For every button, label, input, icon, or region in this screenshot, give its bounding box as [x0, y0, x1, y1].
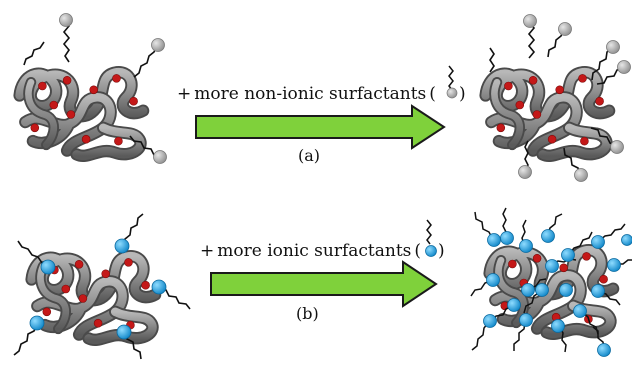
row-b: + more ionic surfactants( ) (b) — [13, 207, 632, 360]
caption-a-text: more non-ionic surfactants — [194, 84, 426, 104]
arrow-b — [210, 260, 438, 308]
caption-b-paren-close: ) — [438, 241, 445, 261]
protein-after-nonionic — [486, 14, 631, 182]
caption-a-prefix: + — [177, 84, 191, 104]
caption-b-paren-open: ( — [414, 241, 421, 261]
caption-b-text: more ionic surfactants — [217, 241, 411, 261]
protein-before-ionic — [13, 213, 191, 360]
caption-a-paren-close: ) — [459, 84, 466, 104]
arrow-a — [195, 104, 446, 150]
protein-before-nonionic — [20, 13, 167, 164]
caption-a: + more non-ionic surfactants( — [177, 84, 436, 104]
surfactant-head-nonionic — [59, 13, 167, 164]
caption-a-paren-open: ( — [429, 84, 436, 104]
label-a: (a) — [298, 146, 320, 165]
row-a: + more non-ionic surfactants( ) (a) — [20, 13, 631, 182]
label-b: (b) — [296, 304, 319, 323]
protein-after-ionic — [470, 207, 632, 357]
legend-surfactant-nonionic — [446, 65, 458, 99]
legend-surfactant-ionic — [425, 219, 437, 257]
caption-b-prefix: + — [200, 241, 214, 261]
caption-b: + more ionic surfactants( — [200, 241, 421, 261]
